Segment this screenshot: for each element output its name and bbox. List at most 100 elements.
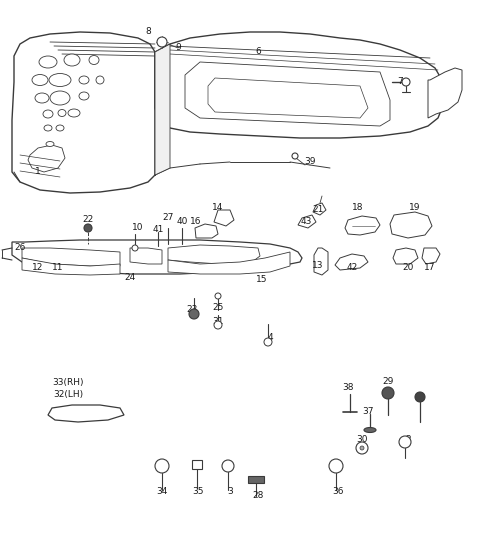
Polygon shape: [335, 254, 368, 270]
Bar: [248, 476, 264, 483]
Text: 18: 18: [352, 203, 364, 212]
Polygon shape: [48, 405, 124, 422]
Polygon shape: [155, 44, 170, 175]
Ellipse shape: [68, 109, 80, 117]
Text: 14: 14: [212, 203, 224, 213]
Ellipse shape: [39, 56, 57, 68]
Text: 2: 2: [405, 435, 411, 445]
Text: 23: 23: [186, 305, 198, 315]
Text: 22: 22: [83, 215, 94, 224]
Ellipse shape: [49, 73, 71, 87]
Polygon shape: [314, 248, 328, 275]
Text: 35: 35: [192, 488, 204, 496]
Ellipse shape: [46, 142, 54, 147]
Text: 33(RH): 33(RH): [52, 377, 84, 386]
Text: 13: 13: [312, 261, 324, 269]
Text: 30: 30: [356, 435, 368, 445]
Polygon shape: [22, 258, 120, 275]
Circle shape: [222, 460, 234, 472]
Text: 34: 34: [156, 488, 168, 496]
Text: 41: 41: [152, 225, 164, 235]
Text: 6: 6: [255, 47, 261, 57]
Polygon shape: [155, 32, 442, 138]
Circle shape: [382, 387, 394, 399]
Polygon shape: [428, 68, 462, 118]
Ellipse shape: [35, 93, 49, 103]
Circle shape: [329, 459, 343, 473]
Text: 36: 36: [332, 488, 344, 496]
Polygon shape: [168, 252, 290, 274]
Text: 29: 29: [382, 377, 394, 386]
Text: 3: 3: [227, 488, 233, 496]
Text: 20: 20: [402, 263, 414, 273]
Text: 31: 31: [212, 317, 224, 327]
Ellipse shape: [364, 428, 376, 433]
Circle shape: [155, 459, 169, 473]
Text: 4: 4: [267, 333, 273, 343]
Circle shape: [189, 309, 199, 319]
Polygon shape: [345, 216, 380, 235]
Polygon shape: [195, 224, 218, 238]
Text: 7: 7: [397, 78, 403, 87]
Polygon shape: [298, 215, 316, 228]
Text: 38: 38: [342, 383, 354, 392]
Ellipse shape: [64, 54, 80, 66]
Circle shape: [292, 153, 298, 159]
Polygon shape: [12, 32, 155, 193]
Circle shape: [415, 392, 425, 402]
Text: 8: 8: [145, 28, 151, 36]
Ellipse shape: [89, 56, 99, 64]
Text: 25: 25: [212, 304, 224, 312]
Text: 5: 5: [417, 396, 423, 404]
Circle shape: [215, 293, 221, 299]
Circle shape: [132, 245, 138, 251]
Ellipse shape: [56, 125, 64, 131]
Text: 9: 9: [175, 42, 181, 51]
Ellipse shape: [79, 76, 89, 84]
Polygon shape: [22, 248, 120, 266]
Ellipse shape: [96, 76, 104, 84]
Polygon shape: [208, 78, 368, 118]
Text: 40: 40: [176, 218, 188, 226]
Ellipse shape: [79, 92, 89, 100]
Text: 15: 15: [256, 276, 268, 284]
Polygon shape: [214, 210, 234, 226]
Text: 17: 17: [424, 263, 436, 273]
Bar: [192, 460, 202, 469]
Polygon shape: [313, 203, 326, 215]
Text: 21: 21: [312, 206, 324, 214]
Text: 19: 19: [409, 203, 421, 212]
Text: 37: 37: [362, 408, 374, 417]
Ellipse shape: [32, 74, 48, 85]
Text: 12: 12: [32, 263, 44, 273]
Polygon shape: [185, 62, 390, 126]
Polygon shape: [390, 212, 432, 238]
Ellipse shape: [58, 110, 66, 116]
Text: 42: 42: [347, 263, 358, 273]
Circle shape: [399, 436, 411, 448]
Text: 11: 11: [52, 263, 64, 273]
Text: 1: 1: [35, 168, 41, 176]
Text: 16: 16: [190, 218, 202, 226]
Circle shape: [360, 446, 364, 450]
Polygon shape: [130, 248, 162, 264]
Circle shape: [402, 78, 410, 86]
Text: 10: 10: [132, 224, 144, 233]
Text: 27: 27: [162, 213, 174, 223]
Polygon shape: [28, 145, 65, 172]
Text: 39: 39: [304, 158, 316, 166]
Ellipse shape: [44, 125, 52, 131]
Text: 26: 26: [14, 244, 26, 252]
Ellipse shape: [50, 91, 70, 105]
Polygon shape: [12, 240, 302, 274]
Text: 24: 24: [124, 273, 136, 283]
Circle shape: [214, 321, 222, 329]
Text: 32(LH): 32(LH): [53, 390, 83, 398]
Polygon shape: [393, 248, 418, 264]
Circle shape: [157, 37, 167, 47]
Polygon shape: [422, 248, 440, 264]
Polygon shape: [168, 245, 260, 264]
Text: 28: 28: [252, 491, 264, 500]
Circle shape: [264, 338, 272, 346]
Text: 43: 43: [300, 218, 312, 226]
